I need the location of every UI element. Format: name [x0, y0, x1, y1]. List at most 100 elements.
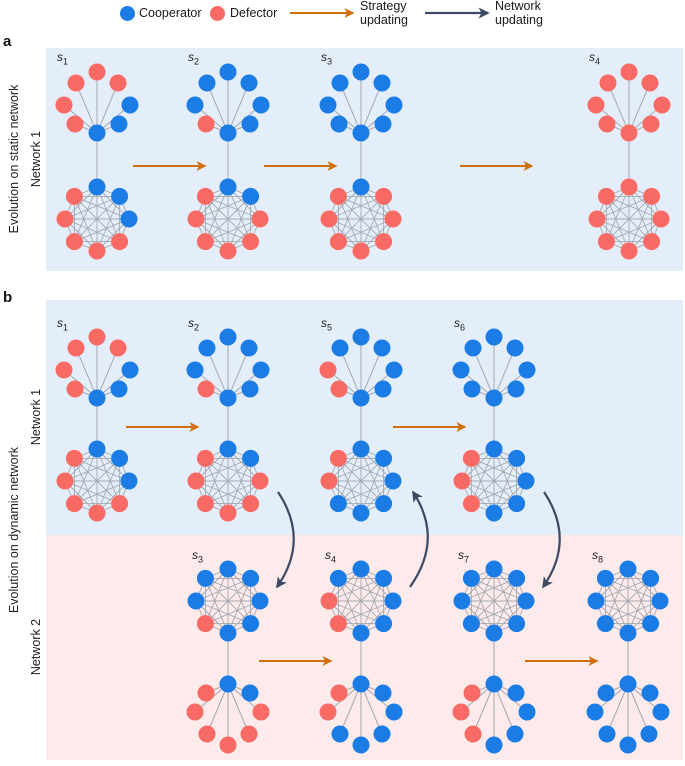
clique-edge [74, 196, 120, 242]
star-edge [607, 82, 630, 134]
defector-node [197, 380, 215, 398]
defector-node [55, 361, 73, 379]
cooperator-node [374, 380, 392, 398]
clique-edge [338, 457, 394, 482]
hub-cooperator-node [352, 675, 370, 693]
state-label-a-s4: s4 [589, 50, 601, 67]
cooperator-node [352, 328, 370, 346]
cooperator-node [88, 440, 106, 458]
cooperator-node [375, 615, 393, 633]
clique-edge [73, 458, 98, 514]
hub-cooperator-node [619, 675, 637, 693]
cooperator-node [374, 115, 392, 133]
defector-node [598, 115, 616, 133]
cooperator-node [110, 380, 128, 398]
cooperator-node [485, 440, 503, 458]
cooperator-node [375, 569, 393, 587]
defector-node [65, 233, 83, 251]
cooperator-node [352, 178, 370, 196]
star-edge [206, 347, 229, 399]
clique-edge [205, 578, 251, 624]
hub-cooperator-node [219, 675, 237, 693]
defector-node [462, 449, 480, 467]
defector-node [588, 210, 606, 228]
clique-edge [205, 457, 261, 482]
cooperator-node [508, 449, 526, 467]
cooperator-node [384, 592, 402, 610]
clique-edge [337, 578, 362, 634]
defector-node [453, 472, 471, 490]
clique-edge [605, 577, 661, 602]
cooperator-node [642, 569, 660, 587]
cooperator-node [517, 472, 535, 490]
defector-node [55, 96, 73, 114]
cooperator-node [219, 440, 237, 458]
defector-node [219, 736, 237, 754]
star-edge [206, 683, 229, 735]
star-edge [472, 347, 495, 399]
cooperator-node [373, 339, 391, 357]
cooperator-node [352, 63, 370, 81]
cooperator-node [241, 684, 259, 702]
defector-node [375, 187, 393, 205]
defector-node [219, 504, 237, 522]
cooperator-node [121, 96, 139, 114]
cooperator-node [596, 615, 614, 633]
network-state-b-s2 [186, 328, 270, 522]
defector-node [196, 615, 214, 633]
star-edge [96, 82, 119, 134]
defector-node [65, 187, 83, 205]
network-state-a-s4 [587, 63, 671, 260]
state-label-b-s1: s1 [57, 316, 69, 333]
cooperator-node [352, 504, 370, 522]
defector-dot-icon [210, 6, 225, 21]
cooperator-node [596, 569, 614, 587]
cooperator-node [508, 495, 526, 513]
clique-edge [605, 196, 630, 252]
cooperator-node [329, 569, 347, 587]
cooperator-node [652, 703, 670, 721]
defector-node [196, 495, 214, 513]
star-edge [360, 82, 383, 134]
cooperator-node [120, 472, 138, 490]
clique-edge [204, 578, 229, 634]
defector-node [65, 495, 83, 513]
clique-edge [74, 457, 130, 482]
defector-node [352, 242, 370, 260]
cooperator-node [241, 115, 259, 133]
star-edge [75, 82, 98, 134]
cooperator-node [374, 684, 392, 702]
defector-node [240, 725, 258, 743]
defector-node [463, 684, 481, 702]
clique-edge [205, 196, 251, 242]
network-state-b-s7 [452, 560, 536, 754]
clique-edge [337, 196, 362, 252]
defector-node [88, 328, 106, 346]
star-edge [206, 82, 229, 134]
defector-node [384, 210, 402, 228]
hub-cooperator-node [219, 389, 237, 407]
defector-node [320, 592, 338, 610]
defector-node [186, 703, 204, 721]
cooperator-node [186, 361, 204, 379]
defector-node [198, 725, 216, 743]
defector-node [56, 472, 74, 490]
panel-b-letter: b [3, 289, 13, 306]
network-state-a-s1 [55, 63, 139, 260]
cooperator-node [120, 210, 138, 228]
state-label-b-s2: s2 [188, 316, 200, 333]
defector-node [643, 187, 661, 205]
hub-cooperator-node [485, 389, 503, 407]
defector-node [196, 449, 214, 467]
clique-edge [74, 458, 120, 504]
state-label-a-s2: s2 [188, 50, 200, 67]
state-label-b-s6: s6 [454, 316, 466, 333]
hub-cooperator-node [352, 124, 370, 142]
cooperator-node [198, 74, 216, 92]
cooperator-node [352, 624, 370, 642]
clique-edge [338, 577, 394, 602]
cooperator-node [586, 703, 604, 721]
defector-node [620, 63, 638, 81]
defector-node [88, 242, 106, 260]
hub-cooperator-node [219, 124, 237, 142]
